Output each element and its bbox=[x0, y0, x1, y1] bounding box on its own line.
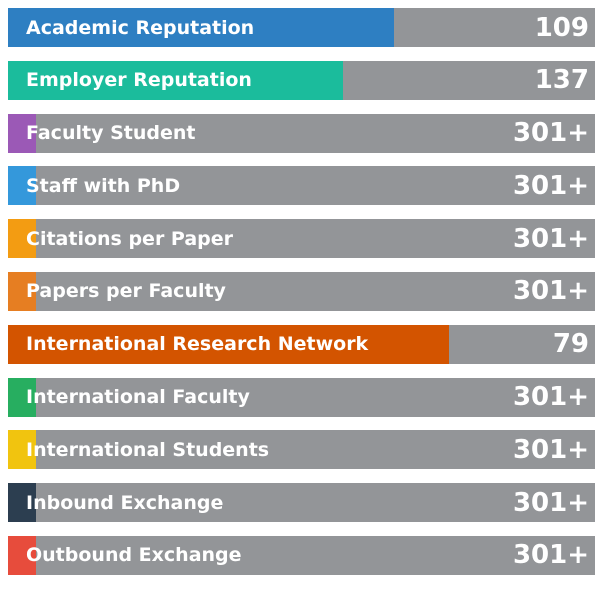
bar-value: 109 bbox=[534, 12, 589, 43]
bar-fill bbox=[8, 483, 36, 523]
bar-fill bbox=[8, 535, 36, 575]
bar-row: Outbound Exchange 301+ bbox=[8, 535, 595, 575]
bar-label: Employer Reputation bbox=[26, 69, 252, 92]
bar-fill bbox=[8, 166, 36, 206]
bar-label: Citations per Paper bbox=[26, 227, 234, 250]
bar-label: International Research Network bbox=[26, 333, 369, 356]
bar-fill bbox=[8, 113, 36, 153]
bar-value: 301+ bbox=[512, 540, 589, 571]
bar-row: Employer Reputation 137 bbox=[8, 60, 595, 100]
bar-label: International Faculty bbox=[26, 386, 250, 409]
bar-label: International Students bbox=[26, 438, 270, 461]
bar-fill bbox=[8, 271, 36, 311]
bar-row: Inbound Exchange 301+ bbox=[8, 483, 595, 523]
bar-value: 137 bbox=[534, 65, 589, 96]
bar-value: 301+ bbox=[512, 118, 589, 149]
bar-label: Outbound Exchange bbox=[26, 544, 242, 567]
bar-value: 301+ bbox=[512, 276, 589, 307]
bar-row: Faculty Student 301+ bbox=[8, 113, 595, 153]
bar-row: Staff with PhD 301+ bbox=[8, 166, 595, 206]
bar-row: Citations per Paper 301+ bbox=[8, 219, 595, 259]
bar-row: International Faculty 301+ bbox=[8, 377, 595, 417]
bar-label: Inbound Exchange bbox=[26, 491, 224, 514]
bar-fill bbox=[8, 8, 394, 47]
bar-fill bbox=[8, 324, 449, 364]
bar-fill bbox=[8, 219, 36, 259]
bar-label: Staff with PhD bbox=[26, 174, 181, 197]
bar-row: International Students 301+ bbox=[8, 430, 595, 470]
bar-value: 301+ bbox=[512, 223, 589, 254]
bar-label: Papers per Faculty bbox=[26, 280, 226, 303]
ranking-bar-chart: Academic Reputation 109 Employer Reputatio… bbox=[8, 8, 595, 589]
bar-row: Academic Reputation 109 bbox=[8, 8, 595, 47]
bar-fill bbox=[8, 377, 36, 417]
bar-fill bbox=[8, 430, 36, 470]
bar-row: International Research Network 79 bbox=[8, 324, 595, 364]
bar-label: Faculty Student bbox=[26, 122, 196, 145]
bar-value: 301+ bbox=[512, 434, 589, 465]
bar-fill bbox=[8, 60, 343, 100]
bar-value: 79 bbox=[552, 329, 589, 360]
bar-label: Academic Reputation bbox=[26, 16, 255, 39]
bar-row: Papers per Faculty 301+ bbox=[8, 271, 595, 311]
bar-value: 301+ bbox=[512, 382, 589, 413]
bar-value: 301+ bbox=[512, 487, 589, 518]
bar-value: 301+ bbox=[512, 170, 589, 201]
